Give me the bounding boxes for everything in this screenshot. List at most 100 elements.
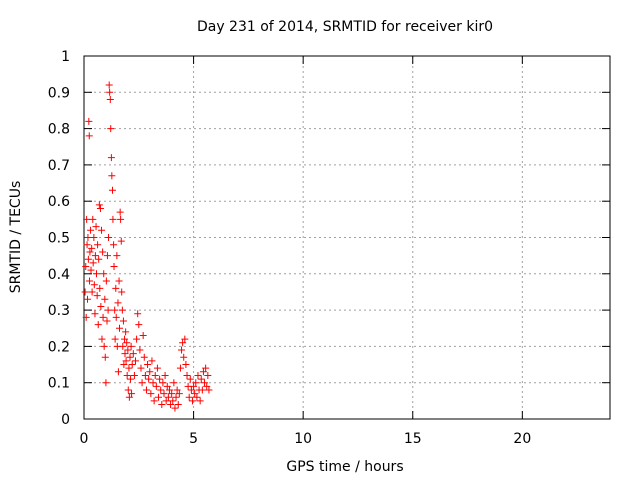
data-point — [127, 342, 135, 350]
data-point — [139, 332, 147, 340]
data-point — [182, 361, 190, 369]
data-point — [125, 364, 133, 372]
data-point — [112, 284, 120, 292]
y-tick-label: 0.2 — [48, 339, 70, 355]
data-point — [169, 397, 177, 405]
data-point — [116, 208, 124, 216]
data-point — [118, 306, 126, 314]
data-point — [104, 306, 112, 314]
y-tick-label: 0.6 — [48, 194, 70, 210]
plot-frame — [83, 55, 611, 420]
data-point — [87, 226, 95, 234]
data-point — [119, 317, 127, 325]
data-point — [84, 234, 92, 241]
data-point — [119, 342, 127, 350]
data-point — [101, 295, 109, 303]
data-point — [116, 324, 124, 332]
data-point — [92, 223, 100, 231]
data-point — [100, 270, 108, 278]
data-point — [186, 375, 194, 383]
x-tick-label: 15 — [404, 431, 422, 447]
data-point — [114, 299, 122, 307]
data-point — [129, 350, 137, 358]
points-layer — [81, 81, 213, 412]
data-point — [100, 342, 108, 350]
x-axis-label: GPS time / hours — [286, 459, 403, 475]
data-point — [84, 295, 92, 303]
data-point — [101, 353, 109, 361]
x-tick-label: 0 — [80, 431, 89, 447]
data-point — [82, 263, 90, 271]
data-point — [192, 379, 200, 387]
data-point — [83, 215, 91, 223]
data-point — [85, 277, 93, 285]
data-point — [151, 371, 159, 379]
data-point — [205, 386, 213, 394]
data-point — [102, 379, 110, 387]
data-point — [113, 252, 121, 260]
y-tick-label: 0.5 — [48, 231, 70, 247]
data-point — [95, 255, 103, 263]
data-point — [190, 382, 198, 390]
data-point — [165, 386, 173, 394]
data-point — [81, 288, 89, 296]
data-point — [150, 397, 158, 405]
data-point — [103, 252, 111, 260]
y-tick-label: 1 — [61, 49, 70, 65]
data-point — [181, 335, 189, 343]
data-point — [98, 335, 106, 343]
x-tick-label: 10 — [294, 431, 312, 447]
data-point — [171, 404, 179, 412]
data-point — [198, 386, 206, 394]
y-tick-label: 0.8 — [48, 122, 70, 138]
data-point — [111, 306, 119, 314]
data-point — [167, 400, 175, 408]
data-point — [91, 310, 99, 318]
data-point — [130, 371, 138, 379]
x-tick-label: 20 — [513, 431, 531, 447]
data-point — [83, 241, 91, 249]
data-point — [146, 368, 154, 376]
tick-layer — [83, 55, 610, 420]
data-point — [121, 350, 129, 358]
data-point — [142, 386, 150, 394]
y-tick-label: 0.9 — [48, 85, 70, 101]
data-point — [120, 361, 128, 369]
data-point — [107, 125, 115, 133]
data-point — [179, 339, 187, 347]
data-point — [149, 379, 157, 387]
data-point — [115, 277, 123, 285]
data-point — [117, 237, 125, 245]
data-point — [111, 335, 119, 343]
data-point — [152, 382, 160, 390]
data-point — [193, 393, 201, 401]
x-tick-labels: 0 5 10 15 20 — [80, 431, 532, 447]
data-point — [105, 234, 113, 241]
data-point — [118, 288, 126, 296]
data-point — [112, 313, 120, 321]
data-point — [178, 346, 186, 354]
data-point — [107, 154, 115, 162]
data-point — [202, 364, 210, 372]
y-tick-label: 0 — [61, 412, 70, 428]
chart-title: Day 231 of 2014, SRMTID for receiver kir… — [197, 19, 493, 35]
data-point — [145, 375, 153, 383]
data-point — [109, 215, 117, 223]
data-point — [106, 96, 114, 104]
data-point — [96, 284, 104, 292]
y-tick-label: 0.1 — [48, 376, 70, 392]
data-point — [141, 371, 149, 379]
data-point — [148, 357, 156, 365]
data-point — [94, 241, 102, 249]
data-point — [132, 357, 140, 365]
data-point — [183, 371, 191, 379]
data-point — [168, 390, 176, 398]
data-point — [82, 313, 90, 321]
data-point — [93, 292, 101, 300]
y-axis-label: SRMTID / TECUs — [8, 181, 24, 294]
data-point — [84, 255, 92, 263]
data-point — [90, 234, 98, 241]
data-point — [128, 361, 136, 369]
data-point — [121, 335, 129, 343]
data-point — [201, 379, 209, 387]
